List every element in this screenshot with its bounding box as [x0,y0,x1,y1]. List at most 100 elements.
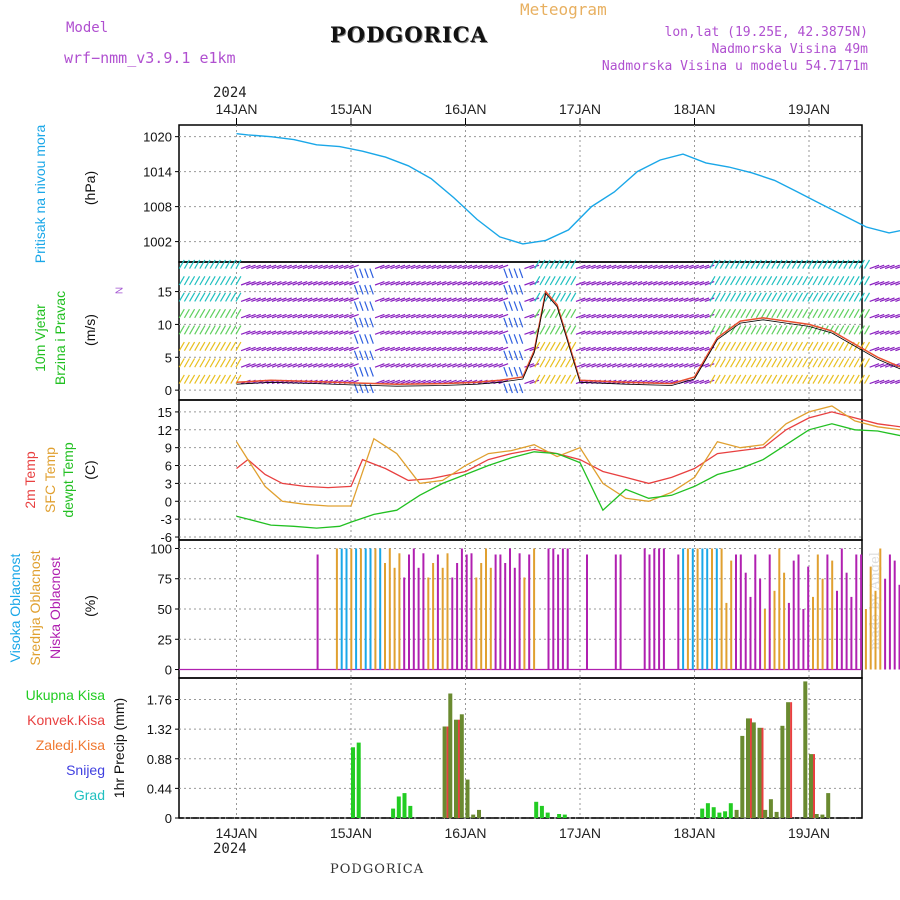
wind-barb [390,281,401,286]
wind-barb [647,330,658,335]
wind-barb [869,379,880,385]
wind-barb [349,346,359,352]
xtick-label-bottom: 14JAN [215,825,257,841]
wind-barb [596,297,607,302]
wind-barb [719,308,726,319]
wind-barb [750,341,757,352]
wind-barb [586,313,596,319]
wind-barb [724,292,731,302]
wind-barb [735,341,742,352]
ytick-label: 25 [158,632,172,647]
wind-barb [539,341,546,352]
wind-barb [853,276,860,286]
wind-barb [678,281,689,286]
wind-barb [323,281,334,286]
wind-barb [719,275,726,286]
wind-barb [653,346,663,352]
wind-barb [292,264,303,270]
wind-barb [853,374,860,384]
wind-barb [508,284,513,295]
cloud-bar [864,609,867,670]
wind-barb [483,330,493,335]
wind-barb [446,281,457,286]
cloud-bar [335,548,338,670]
wind-barb [642,346,653,352]
wind-barb [219,308,227,319]
wind-barb [477,363,488,368]
wind-barb [694,379,705,385]
wind-barb [385,264,395,270]
wind-barb [297,264,308,270]
wind-barb [554,374,561,384]
wind-barb [822,374,829,384]
cloud-bar [417,567,420,670]
wind-barb [534,341,541,352]
wind-barb [225,358,232,368]
wind-barb [843,292,850,302]
wind-barb [276,330,287,335]
wind-barb [488,313,499,319]
wind-barb [405,330,416,335]
wind-barb [343,330,354,335]
cloud-bar [451,577,454,670]
wind-barb [199,275,206,286]
wind-barb [302,363,313,368]
wind-barb [251,330,262,335]
wind-barb [760,374,768,384]
wind-barb [343,281,354,286]
wind-barb [364,268,369,279]
wind-barb [596,281,607,286]
wind-barb [668,330,679,335]
wind-barb [658,313,669,319]
cloud-bar [485,548,487,670]
precip-bar [448,693,453,818]
xtick-label-top: 14JAN [215,101,257,117]
ytick-label: 1.32 [147,722,172,737]
wind-barb [766,341,773,352]
wind-barb [266,264,277,270]
wind-barb [890,264,900,270]
wind-barb [178,358,185,368]
wind-barb [436,346,447,352]
wind-barb [683,330,694,335]
wind-barb [261,363,272,368]
wind-barb [416,264,426,270]
wind-barb [689,346,699,352]
wind-barb [591,281,602,286]
wind-barb [426,264,437,270]
wind-barb [575,346,586,352]
wind-barb [817,341,824,352]
wind-barb [591,346,602,352]
wind-barb [503,383,508,394]
wind-barb [230,374,237,384]
wind-barb [611,264,622,270]
wind-barb [663,313,674,319]
wind-barb [817,259,824,269]
wind-barb [791,276,798,286]
wind-barb [580,264,591,270]
wind-barb [292,363,303,368]
wind-barb [230,358,237,368]
cloud-bar [561,548,564,670]
precip-bar [734,809,739,818]
wind-barb [338,264,349,270]
wind-barb [730,341,737,352]
wind-barb [766,259,773,269]
wind-barb [483,313,493,319]
wind-barb [622,281,633,286]
wind-barb [771,308,778,319]
wind-barb [668,363,679,368]
wind-barb [740,358,747,368]
cloud-bar [855,554,858,670]
wind-barb [416,281,426,286]
wind-barb [560,292,567,302]
wind-barb [276,297,287,302]
wind-barb [781,325,788,335]
wind-barb [534,292,541,302]
wind-barb [410,330,421,335]
wind-barb [477,297,488,302]
wind-barb [328,330,339,335]
ytick-label: 0.44 [147,781,172,796]
wind-barb [364,350,369,361]
wind-barb [853,292,860,302]
